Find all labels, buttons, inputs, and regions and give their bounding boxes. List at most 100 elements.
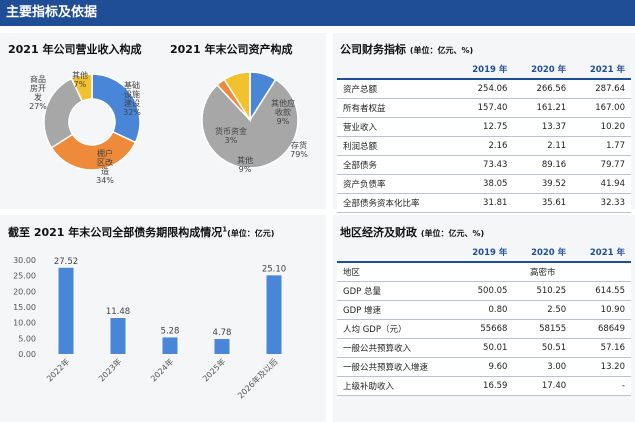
footnote-marker: 1 xyxy=(222,225,228,234)
x-tick-label: 2023年 xyxy=(96,356,123,383)
table-header-cell: 2021 年 xyxy=(572,60,631,80)
bar xyxy=(214,339,230,354)
revenue-chart-title: 2021 年公司营业收入构成 xyxy=(8,43,142,56)
bar-value-label: 11.48 xyxy=(106,307,130,317)
table-cell: - xyxy=(572,376,631,396)
table-row: 人均 GDP（元） 55668 58155 68649 xyxy=(337,319,631,339)
table-row: GDP 增速 0.80 2.50 10.90 xyxy=(337,300,631,320)
table-cell: 57.16 xyxy=(572,338,631,358)
debt-chart-title-text: 截至 2021 年末公司全部债务期限构成情况 xyxy=(8,226,223,239)
table-cell: 55668 xyxy=(454,319,514,339)
row-label: 人均 GDP（元） xyxy=(337,319,455,339)
bar xyxy=(110,318,126,354)
table-cell: 58155 xyxy=(513,319,573,339)
pie-slice xyxy=(201,78,299,169)
bar-value-label: 5.28 xyxy=(161,326,180,336)
row-label: GDP 增速 xyxy=(337,300,455,320)
table-row: 利润总额 2.16 2.11 1.77 xyxy=(337,136,631,156)
table-row: 一般公共预算收入 50.01 50.51 57.16 xyxy=(337,338,631,358)
pie-slice xyxy=(91,73,141,144)
table-cell: 614.55 xyxy=(572,281,631,301)
table-cell: 35.61 xyxy=(513,193,573,213)
bar xyxy=(162,337,178,354)
table-cell: 13.37 xyxy=(513,117,573,137)
debt-bar-chart: 0.00 5.00 10.00 15.00 20.00 25.00 30.00 27.52 20… xyxy=(13,256,286,400)
table-row: 营业收入 12.75 13.37 10.20 xyxy=(337,117,631,137)
assets-chart-title: 2021 年末公司资产构成 xyxy=(170,43,293,56)
assets-pie-chart: 其他应收款 9% 存货 79% 货币资金 3% 其他 9% xyxy=(201,71,308,174)
table-cell: 13.20 xyxy=(572,357,631,377)
row-label: 全部债务资本化比率 xyxy=(337,193,455,213)
table-cell: 50.51 xyxy=(513,338,573,358)
table-row: 一般公共预算收入增速 9.60 3.00 13.20 xyxy=(337,357,631,377)
table-cell: 32.33 xyxy=(572,193,631,213)
debt-chart-title: 截至 2021 年末公司全部债务期限构成情况1(单位：亿元) xyxy=(8,224,274,240)
pie-slice xyxy=(50,130,137,171)
regional-table: 2019 年 2020 年 2021 年 地区 高密市 GDP 总量 500.05 510.… xyxy=(337,243,631,396)
regional-title-text: 地区经济及财政 xyxy=(340,226,417,239)
y-tick-label: 25.00 xyxy=(13,272,36,281)
row-label: GDP 总量 xyxy=(337,281,455,301)
pie-slice xyxy=(70,73,93,103)
table-row: 资产负债率 38.05 39.52 41.94 xyxy=(337,174,631,194)
row-label: 利润总额 xyxy=(337,136,455,156)
slice-label: 其他 7% xyxy=(72,70,88,89)
slice-label: 商品房开发 27% xyxy=(29,74,47,111)
table-cell: 510.25 xyxy=(513,281,573,301)
y-tick-label: 5.00 xyxy=(18,334,36,343)
bar-value-label: 27.52 xyxy=(54,257,78,267)
table-cell: 0.80 xyxy=(454,300,514,320)
table-cell: 161.21 xyxy=(513,98,573,118)
table-header-cell: 2019 年 xyxy=(454,60,514,80)
debt-chart-unit: (单位：亿元) xyxy=(227,229,275,238)
table-row: 地区 高密市 xyxy=(337,262,631,282)
table-header-cell: 2020 年 xyxy=(513,243,573,263)
revenue-pie-chart: 基础设施建设 32% 棚户区改造 34% 商品房开发 27% 其他 7% xyxy=(29,70,141,185)
table-row: 上级补助收入 16.59 17.40- xyxy=(337,376,631,396)
table-cell: 89.16 xyxy=(513,155,573,175)
table-cell: 2.50 xyxy=(513,300,573,320)
table-cell: 2.11 xyxy=(513,136,573,156)
region-value: 高密市 xyxy=(454,262,631,282)
table-cell: 79.77 xyxy=(572,155,631,175)
table-cell: 10.90 xyxy=(572,300,631,320)
financial-unit: (单位：亿元、%) xyxy=(409,46,474,55)
table-row: 所有者权益 157.40 161.21 167.00 xyxy=(337,98,631,118)
y-tick-label: 30.00 xyxy=(13,256,36,265)
table-row: 资产总额 254.06 266.56 287.64 xyxy=(337,79,631,99)
table-cell: 39.52 xyxy=(513,174,573,194)
regional-unit: (单位：亿元、%) xyxy=(420,229,485,238)
table-cell: 16.59 xyxy=(454,376,514,396)
bar-value-label: 4.78 xyxy=(213,328,232,338)
table-cell: 1.77 xyxy=(572,136,631,156)
x-tick-label: 2022年 xyxy=(44,356,71,383)
y-tick-label: 15.00 xyxy=(13,303,36,312)
slice-label: 其他 9% xyxy=(237,155,253,174)
regional-title: 地区经济及财政 (单位：亿元、%) xyxy=(340,224,484,240)
row-label: 全部债务 xyxy=(337,155,455,175)
bar xyxy=(58,267,74,354)
pie-slice xyxy=(223,71,251,123)
financial-title: 公司财务指标 (单位：亿元、%) xyxy=(340,41,473,57)
y-tick-label: 10.00 xyxy=(13,319,36,328)
x-tick-label: 2025年 xyxy=(200,356,227,383)
table-cell: 2.16 xyxy=(454,136,514,156)
table-header-cell xyxy=(337,243,455,263)
row-label: 一般公共预算收入 xyxy=(337,338,455,358)
x-tick-label: 2024年 xyxy=(148,356,175,383)
table-header-cell xyxy=(337,60,455,80)
slice-label: 存货 79% xyxy=(290,140,308,159)
financial-table: 2019 年 2020 年 2021 年 资产总额 254.06 266.56 287.6… xyxy=(337,60,631,213)
row-label: 资产总额 xyxy=(337,79,455,99)
pie-slice xyxy=(43,77,84,149)
table-cell: 500.05 xyxy=(454,281,514,301)
x-tick-label: 2026年及以后 xyxy=(235,356,279,400)
slice-label: 基础设施建设 32% xyxy=(123,80,141,117)
row-label: 地区 xyxy=(337,262,455,282)
table-cell: 3.00 xyxy=(513,357,573,377)
slice-label: 其他应收款 9% xyxy=(271,98,295,126)
row-label: 营业收入 xyxy=(337,117,455,137)
table-cell: 10.20 xyxy=(572,117,631,137)
bar xyxy=(266,275,282,354)
table-cell: 73.43 xyxy=(454,155,514,175)
